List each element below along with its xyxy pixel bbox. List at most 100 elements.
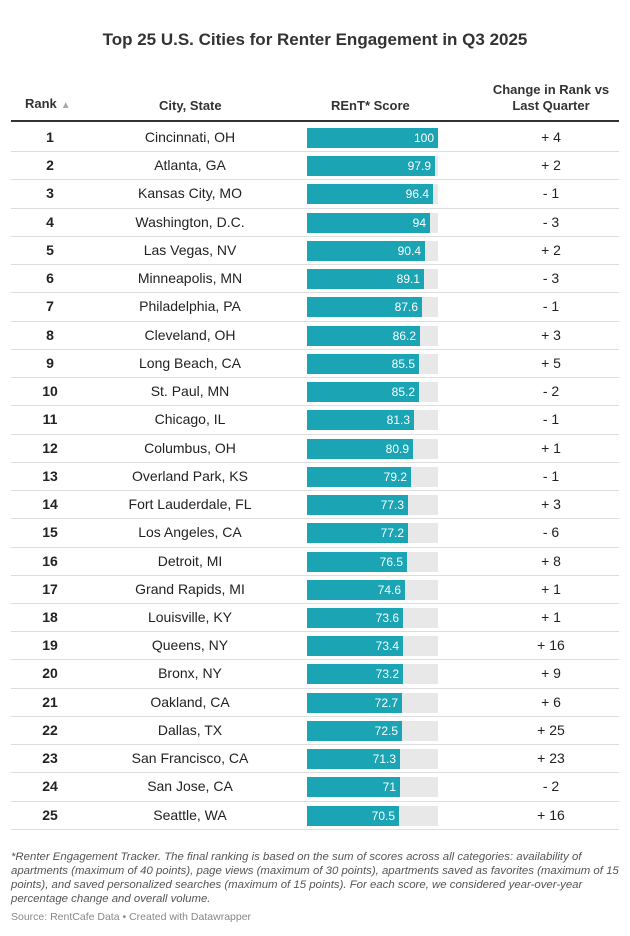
score-bar-track: 76.5 — [307, 551, 438, 572]
rank-change-cell: + 25 — [537, 721, 565, 738]
rank-cell: 9 — [46, 354, 54, 371]
score-bar-track: 90.4 — [307, 240, 438, 261]
score-bar — [307, 777, 400, 798]
score-header[interactable]: REnT* Score — [331, 98, 410, 113]
score-bar-track: 79.2 — [307, 466, 438, 487]
rank-cell: 11 — [42, 411, 58, 428]
rank-change-cell: + 2 — [541, 241, 561, 258]
score-label: 86.2 — [392, 328, 416, 343]
rank-cell: 5 — [46, 241, 54, 258]
score-label: 71.3 — [372, 752, 396, 767]
score-label: 96.4 — [405, 187, 429, 202]
rank-change-cell: + 16 — [537, 637, 565, 654]
city-cell: Las Vegas, NV — [143, 241, 237, 258]
table-row: 20 Bronx, NY 73.2 + 9 — [11, 660, 619, 689]
score-label: 81.3 — [386, 413, 410, 428]
table-row: 25 Seattle, WA 70.5 + 16 — [11, 802, 619, 830]
score-label: 97.9 — [407, 159, 431, 174]
rank-cell: 17 — [42, 580, 58, 597]
rank-change-cell: - 6 — [542, 524, 560, 541]
score-bar — [307, 184, 433, 205]
city-cell: Detroit, MI — [157, 552, 223, 569]
score-label: 72.7 — [374, 695, 398, 710]
rank-change-cell: + 3 — [541, 496, 561, 513]
rank-change-cell: + 5 — [541, 354, 561, 371]
city-cell: Philadelphia, PA — [139, 298, 241, 315]
score-bar-track: 73.2 — [307, 664, 438, 685]
score-bar-track: 100 — [307, 128, 438, 148]
score-label: 73.2 — [375, 667, 399, 682]
score-bar-track: 80.9 — [307, 438, 438, 459]
rank-cell: 23 — [42, 750, 58, 767]
score-label: 85.5 — [391, 356, 415, 371]
score-bar — [307, 636, 403, 657]
rank-cell: 2 — [46, 157, 54, 174]
score-bar — [307, 805, 399, 826]
table-row: 15 Los Angeles, CA 77.2 - 6 — [11, 519, 619, 548]
city-header[interactable]: City, State — [159, 98, 222, 113]
rank-cell: 14 — [42, 496, 58, 513]
table-row: 6 Minneapolis, MN 89.1 - 3 — [11, 265, 619, 294]
score-label: 73.6 — [375, 610, 399, 625]
sort-ascending-icon[interactable]: ▲ — [60, 100, 71, 111]
score-bar-track: 85.2 — [307, 382, 438, 403]
rank-change-cell: - 1 — [542, 411, 560, 428]
table-row: 22 Dallas, TX 72.5 + 25 — [11, 717, 619, 746]
score-label: 74.6 — [377, 582, 401, 597]
score-bar — [307, 156, 435, 177]
city-cell: Minneapolis, MN — [137, 270, 243, 287]
rank-cell: 4 — [46, 213, 54, 230]
score-bar-track: 77.2 — [307, 523, 438, 544]
table-row: 19 Queens, NY 73.4 + 16 — [11, 632, 619, 661]
city-cell: Cincinnati, OH — [144, 129, 236, 145]
rank-change-cell: + 9 — [541, 665, 561, 682]
rank-change-cell: - 3 — [542, 270, 560, 287]
score-bar — [307, 607, 403, 628]
score-bar-track: 86.2 — [307, 325, 438, 346]
score-bar-track: 73.4 — [307, 636, 438, 657]
table-row: 16 Detroit, MI 76.5 + 8 — [11, 548, 619, 576]
rank-change-cell: - 3 — [542, 213, 560, 230]
score-bar — [307, 466, 411, 487]
score-bar-track: 71 — [307, 777, 438, 798]
rank-cell: 7 — [46, 298, 54, 315]
score-bar — [307, 523, 408, 544]
rank-change-cell: + 2 — [541, 157, 561, 174]
rank-cell: 21 — [42, 693, 58, 710]
score-label: 77.2 — [380, 526, 404, 541]
city-cell: Louisville, KY — [147, 608, 233, 625]
city-cell: Overland Park, KS — [132, 467, 248, 484]
score-bar — [307, 212, 430, 233]
city-cell: San Jose, CA — [147, 778, 233, 795]
table-row: 24 San Jose, CA 71 - 2 — [11, 773, 619, 802]
rank-cell: 1 — [46, 129, 54, 145]
rank-cell: 15 — [42, 524, 58, 541]
score-label: 77.3 — [380, 498, 404, 513]
score-bar — [307, 128, 438, 148]
city-cell: Cleveland, OH — [144, 326, 236, 343]
rank-change-cell: + 3 — [541, 326, 561, 343]
rank-header[interactable]: Rank ▲ — [25, 96, 71, 114]
score-bar — [307, 240, 425, 261]
rank-change-cell: + 4 — [541, 129, 561, 145]
table-row: 10 St. Paul, MN 85.2 - 2 — [11, 378, 619, 407]
city-cell: St. Paul, MN — [150, 383, 230, 400]
score-label: 89.1 — [396, 272, 420, 287]
score-bar — [307, 720, 402, 741]
table-row: 9 Long Beach, CA 85.5 + 5 — [11, 350, 619, 379]
score-label: 87.6 — [394, 300, 418, 315]
rank-change-cell: - 2 — [542, 383, 560, 400]
score-bar — [307, 297, 422, 318]
city-cell: Los Angeles, CA — [138, 524, 242, 541]
rank-cell: 19 — [42, 637, 58, 654]
change-header[interactable]: Change in Rank vs Last Quarter — [492, 82, 610, 113]
footnote: *Renter Engagement Tracker. The final ra… — [11, 851, 619, 905]
score-label: 79.2 — [383, 469, 407, 484]
score-bar — [307, 353, 419, 374]
source-note: Source: RentCafe Data • Created with Dat… — [11, 911, 252, 923]
table-row: 1 Cincinnati, OH 100 + 4 — [11, 124, 619, 153]
score-label: 85.2 — [391, 385, 415, 400]
rank-change-cell: + 8 — [541, 552, 561, 569]
chart-title: Top 25 U.S. Cities for Renter Engagement… — [102, 30, 528, 49]
score-bar — [307, 325, 420, 346]
